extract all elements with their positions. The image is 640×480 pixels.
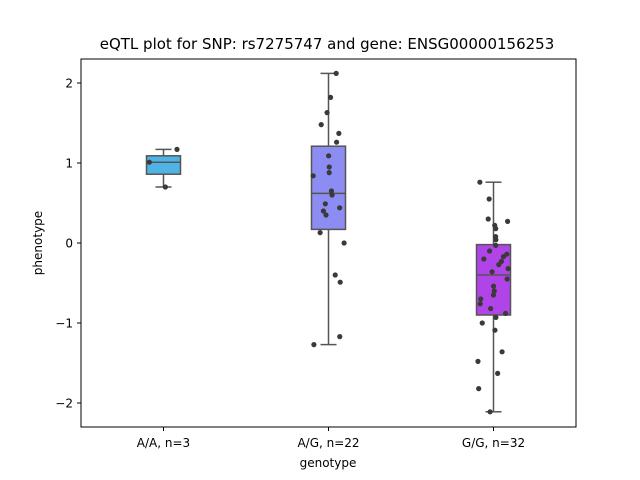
data-point xyxy=(493,314,499,320)
data-point xyxy=(322,201,328,207)
plot-area xyxy=(145,70,512,415)
data-point xyxy=(174,146,180,152)
box-iqr xyxy=(310,145,347,231)
data-point xyxy=(479,320,485,326)
data-point xyxy=(162,184,168,190)
data-point xyxy=(327,94,334,100)
data-point xyxy=(336,130,342,136)
x-tick-label: A/A, n=3 xyxy=(137,436,190,450)
data-point xyxy=(333,70,339,76)
data-point xyxy=(311,342,317,348)
data-point xyxy=(317,230,323,236)
y-tick-label: −2 xyxy=(55,397,73,411)
data-point xyxy=(310,173,316,179)
data-point xyxy=(329,192,335,198)
data-point xyxy=(505,266,511,272)
x-axis-label: genotype xyxy=(300,456,357,470)
data-point xyxy=(477,301,483,307)
box-group xyxy=(475,179,512,415)
data-point xyxy=(318,122,324,128)
data-point xyxy=(502,310,509,316)
box-group xyxy=(145,146,182,190)
data-point xyxy=(491,288,497,294)
data-point xyxy=(492,327,498,333)
y-axis: 2 1 0 −1 −2 xyxy=(55,77,81,411)
x-tick-label: G/G, n=32 xyxy=(462,436,525,450)
data-point xyxy=(496,262,502,268)
x-tick-label: A/G, n=22 xyxy=(297,436,359,450)
y-tick-label: 2 xyxy=(65,77,73,91)
data-point xyxy=(477,179,483,185)
data-point xyxy=(486,248,493,254)
data-point xyxy=(146,159,152,165)
data-point xyxy=(323,212,329,218)
data-point xyxy=(493,242,499,248)
data-point xyxy=(320,208,327,214)
chart-title: eQTL plot for SNP: rs7275747 and gene: E… xyxy=(100,35,555,53)
data-point xyxy=(326,170,332,176)
data-point xyxy=(486,196,492,202)
y-tick-label: 0 xyxy=(65,237,73,251)
data-point xyxy=(500,254,507,260)
data-point xyxy=(493,226,499,232)
data-point xyxy=(499,349,505,355)
x-axis: A/A, n=3 A/G, n=22 G/G, n=32 xyxy=(137,427,525,450)
data-point xyxy=(495,370,501,376)
y-axis-label: phenotype xyxy=(31,211,45,275)
box-iqr xyxy=(145,155,182,175)
data-point xyxy=(332,272,338,278)
data-point xyxy=(487,409,493,415)
data-point xyxy=(490,283,497,289)
data-point xyxy=(476,386,482,392)
data-point xyxy=(485,216,491,222)
data-point xyxy=(488,306,494,312)
data-point xyxy=(475,358,481,364)
data-point xyxy=(489,269,495,275)
data-point xyxy=(490,292,497,298)
data-point xyxy=(326,153,332,159)
data-point xyxy=(481,256,487,262)
data-point xyxy=(324,110,330,116)
data-point xyxy=(333,139,340,145)
data-point xyxy=(341,240,347,246)
data-point xyxy=(478,296,484,302)
data-point xyxy=(337,279,343,285)
data-point xyxy=(493,237,499,243)
data-point xyxy=(337,205,343,211)
data-point xyxy=(326,164,332,170)
data-point xyxy=(337,334,343,340)
box-group xyxy=(310,70,347,348)
y-tick-label: 1 xyxy=(65,157,73,171)
y-tick-label: −1 xyxy=(55,317,73,331)
data-point xyxy=(505,218,511,224)
data-point xyxy=(328,188,335,194)
data-point xyxy=(504,276,510,282)
